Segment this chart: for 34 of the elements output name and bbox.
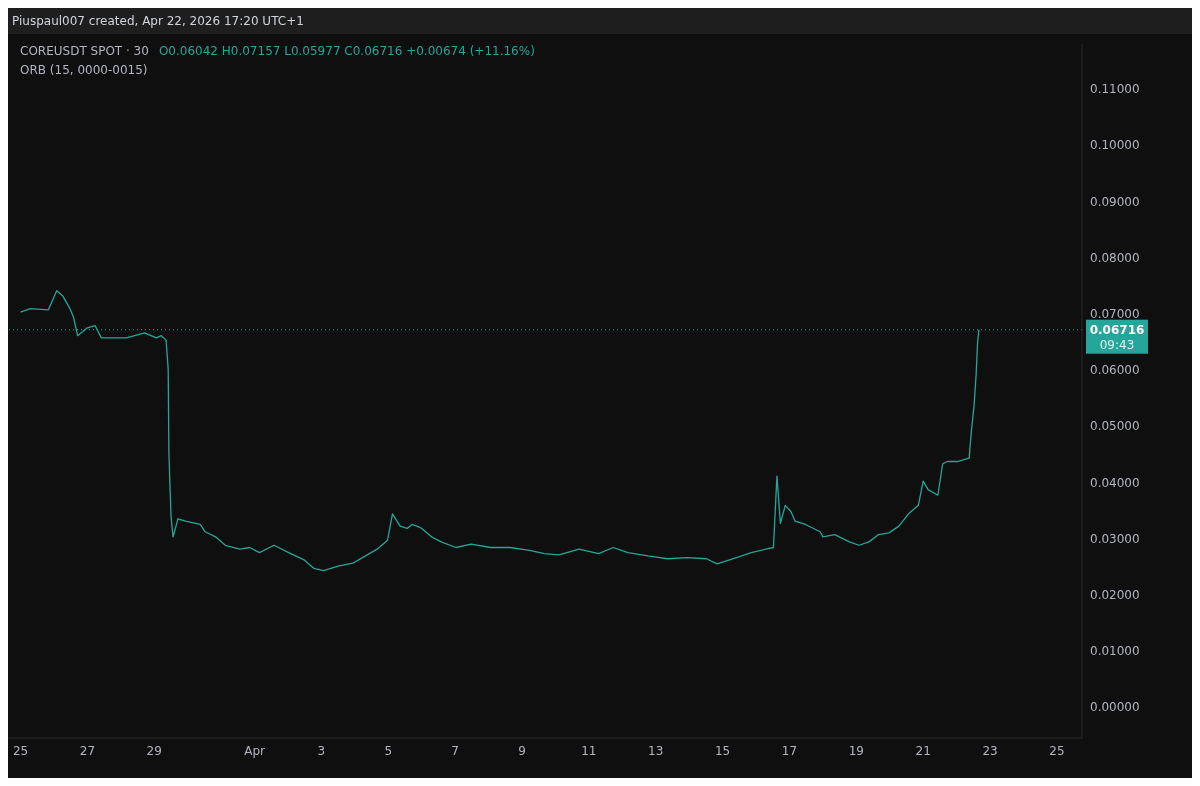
text: Piuspaul007 created, Apr 22, 2026 17:20 UTC+1 (8, 8, 1192, 34)
y-tick-label: 0.06000 (1090, 363, 1140, 378)
x-tick-label: 21 (915, 743, 931, 758)
x-tick-label: 27 (79, 743, 96, 758)
y-tick-label: 0.00000 (1090, 700, 1140, 715)
y-tick-label: 0.04000 (1090, 475, 1140, 490)
annotation: ORB (15, 0000-0015) (20, 63, 148, 77)
y-tick-label: 0.02000 (1090, 587, 1140, 602)
chart-title: COREUSDT SPOT · 30 (20, 44, 149, 58)
x-tick-label: 9 (518, 743, 526, 758)
y-tick-label: 0.08000 (1090, 250, 1140, 265)
x-tick-label: 3 (317, 743, 326, 758)
y-tick-label: 0.07000 (1090, 306, 1140, 321)
x-tick-label: 13 (648, 743, 664, 758)
x-tick-label: 15 (714, 743, 731, 758)
y-tick-label: 0.01000 (1090, 644, 1140, 659)
x-tick-label: 29 (146, 743, 162, 758)
ref-line-label: 0.06716 (1089, 322, 1145, 337)
y-tick-label: 0.09000 (1090, 194, 1140, 209)
y-tick-label: 0.03000 (1090, 531, 1140, 546)
x-tick-label: 25 (1049, 743, 1065, 758)
x-tick-label: 25 (12, 743, 29, 758)
x-tick-label: 17 (781, 743, 798, 758)
text: 09:43 (1099, 337, 1135, 352)
x-tick-label: Apr (244, 743, 265, 758)
x-tick-label: 19 (848, 743, 864, 758)
annotation: O0.06042 H0.07157 L0.05977 C0.06716 +0.00674 (+11.16%) (158, 44, 535, 58)
x-tick-label: 5 (384, 743, 393, 758)
y-tick-label: 0.10000 (1090, 138, 1140, 153)
x-tick-label: 23 (982, 743, 998, 758)
y-tick-label: 0.05000 (1090, 419, 1140, 434)
x-tick-label: 7 (451, 743, 459, 758)
y-tick-label: 0.11000 (1090, 82, 1140, 97)
x-tick-label: 11 (581, 743, 597, 758)
